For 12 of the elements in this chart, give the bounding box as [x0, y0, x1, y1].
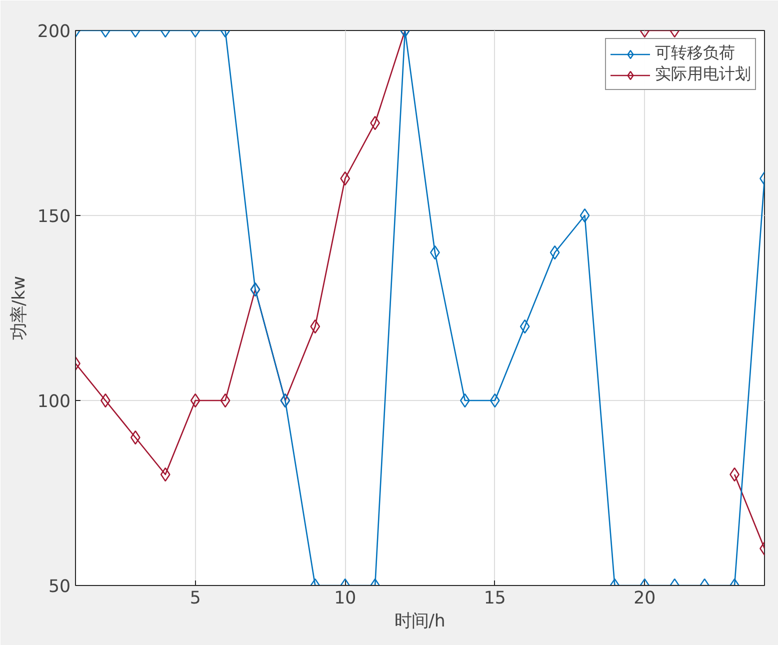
x-tick-label: 15 [484, 588, 506, 608]
y-tick-label: 100 [37, 392, 71, 412]
x-axis-title: 时间/h [394, 612, 446, 632]
x-tick-label: 5 [190, 588, 201, 608]
y-axis-title: 功率/kw [9, 276, 30, 340]
legend-label: 可转移负荷 [655, 43, 735, 64]
y-tick-label: 50 [48, 577, 71, 597]
x-tick-label: 10 [334, 588, 356, 608]
x-tick-label: 20 [634, 588, 656, 608]
y-tick-label: 150 [37, 207, 71, 227]
y-tick-label: 200 [37, 22, 71, 42]
legend-label: 实际用电计划 [655, 64, 751, 85]
